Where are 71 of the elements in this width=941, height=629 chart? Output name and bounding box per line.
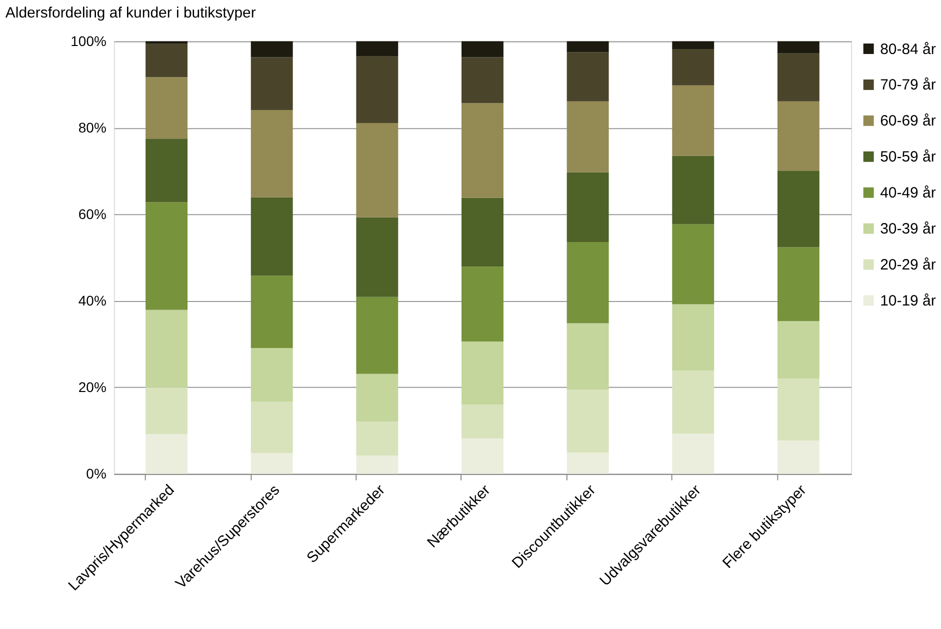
bar <box>250 41 293 58</box>
bar <box>566 172 609 242</box>
bar <box>672 41 714 50</box>
bar <box>566 101 609 172</box>
bar <box>462 198 504 267</box>
bar <box>672 434 714 474</box>
bar <box>566 323 609 390</box>
legend-label: 80-84 år <box>880 40 936 58</box>
bar <box>146 387 188 434</box>
y-tick-label: 20% <box>78 378 106 395</box>
bar <box>672 85 714 156</box>
bar <box>356 456 398 474</box>
bar <box>672 304 714 370</box>
bar <box>250 453 293 474</box>
bar <box>462 41 504 58</box>
legend-label: 70-79 år <box>880 76 936 94</box>
bar <box>777 247 820 322</box>
bar <box>250 110 293 198</box>
bar <box>777 171 820 248</box>
legend-label: 40-49 år <box>880 184 936 202</box>
legend-label: 50-59 år <box>880 148 936 166</box>
legend-label: 10-19 år <box>880 292 936 310</box>
bar <box>146 41 188 44</box>
bar <box>356 296 398 374</box>
bar <box>566 452 609 474</box>
bar <box>462 341 504 405</box>
legend-label: 30-39 år <box>880 220 936 238</box>
legend-label: 60-69 år <box>880 112 936 130</box>
bar <box>566 242 609 324</box>
legend-label: 20-29 år <box>880 256 936 274</box>
bar <box>250 57 293 110</box>
y-tick-label: 60% <box>78 206 106 222</box>
bar <box>146 77 188 139</box>
bar <box>356 421 398 456</box>
bar <box>356 217 398 297</box>
bar <box>356 123 398 218</box>
bar <box>777 53 820 102</box>
bar <box>566 389 609 453</box>
bar <box>566 52 609 102</box>
bar <box>250 348 293 402</box>
bar <box>146 310 188 388</box>
bar <box>462 57 504 104</box>
bar <box>672 370 714 434</box>
bar <box>462 103 504 198</box>
bar <box>462 438 504 474</box>
bar <box>356 374 398 422</box>
bar <box>146 202 188 310</box>
chart-title: Aldersfordeling af kunder i butikstyper <box>5 4 256 22</box>
bar <box>566 41 609 52</box>
y-tick-label: 40% <box>78 292 106 308</box>
bar <box>462 266 504 342</box>
y-tick-label: 100% <box>70 32 106 49</box>
bar <box>672 224 714 304</box>
bar <box>356 41 398 56</box>
bar <box>777 440 820 474</box>
bar <box>250 197 293 276</box>
bar <box>777 101 820 172</box>
bar <box>777 41 820 54</box>
y-tick-label: 80% <box>78 119 106 136</box>
bar <box>777 321 820 379</box>
bar <box>777 378 820 441</box>
bar <box>672 49 714 86</box>
y-tick-label: 0% <box>86 465 106 482</box>
bar <box>356 56 398 124</box>
bar <box>250 402 293 454</box>
bar <box>672 156 714 224</box>
bar <box>250 276 293 348</box>
bar <box>146 138 188 202</box>
bar <box>146 44 188 78</box>
bar <box>462 404 504 438</box>
bar <box>146 434 188 474</box>
